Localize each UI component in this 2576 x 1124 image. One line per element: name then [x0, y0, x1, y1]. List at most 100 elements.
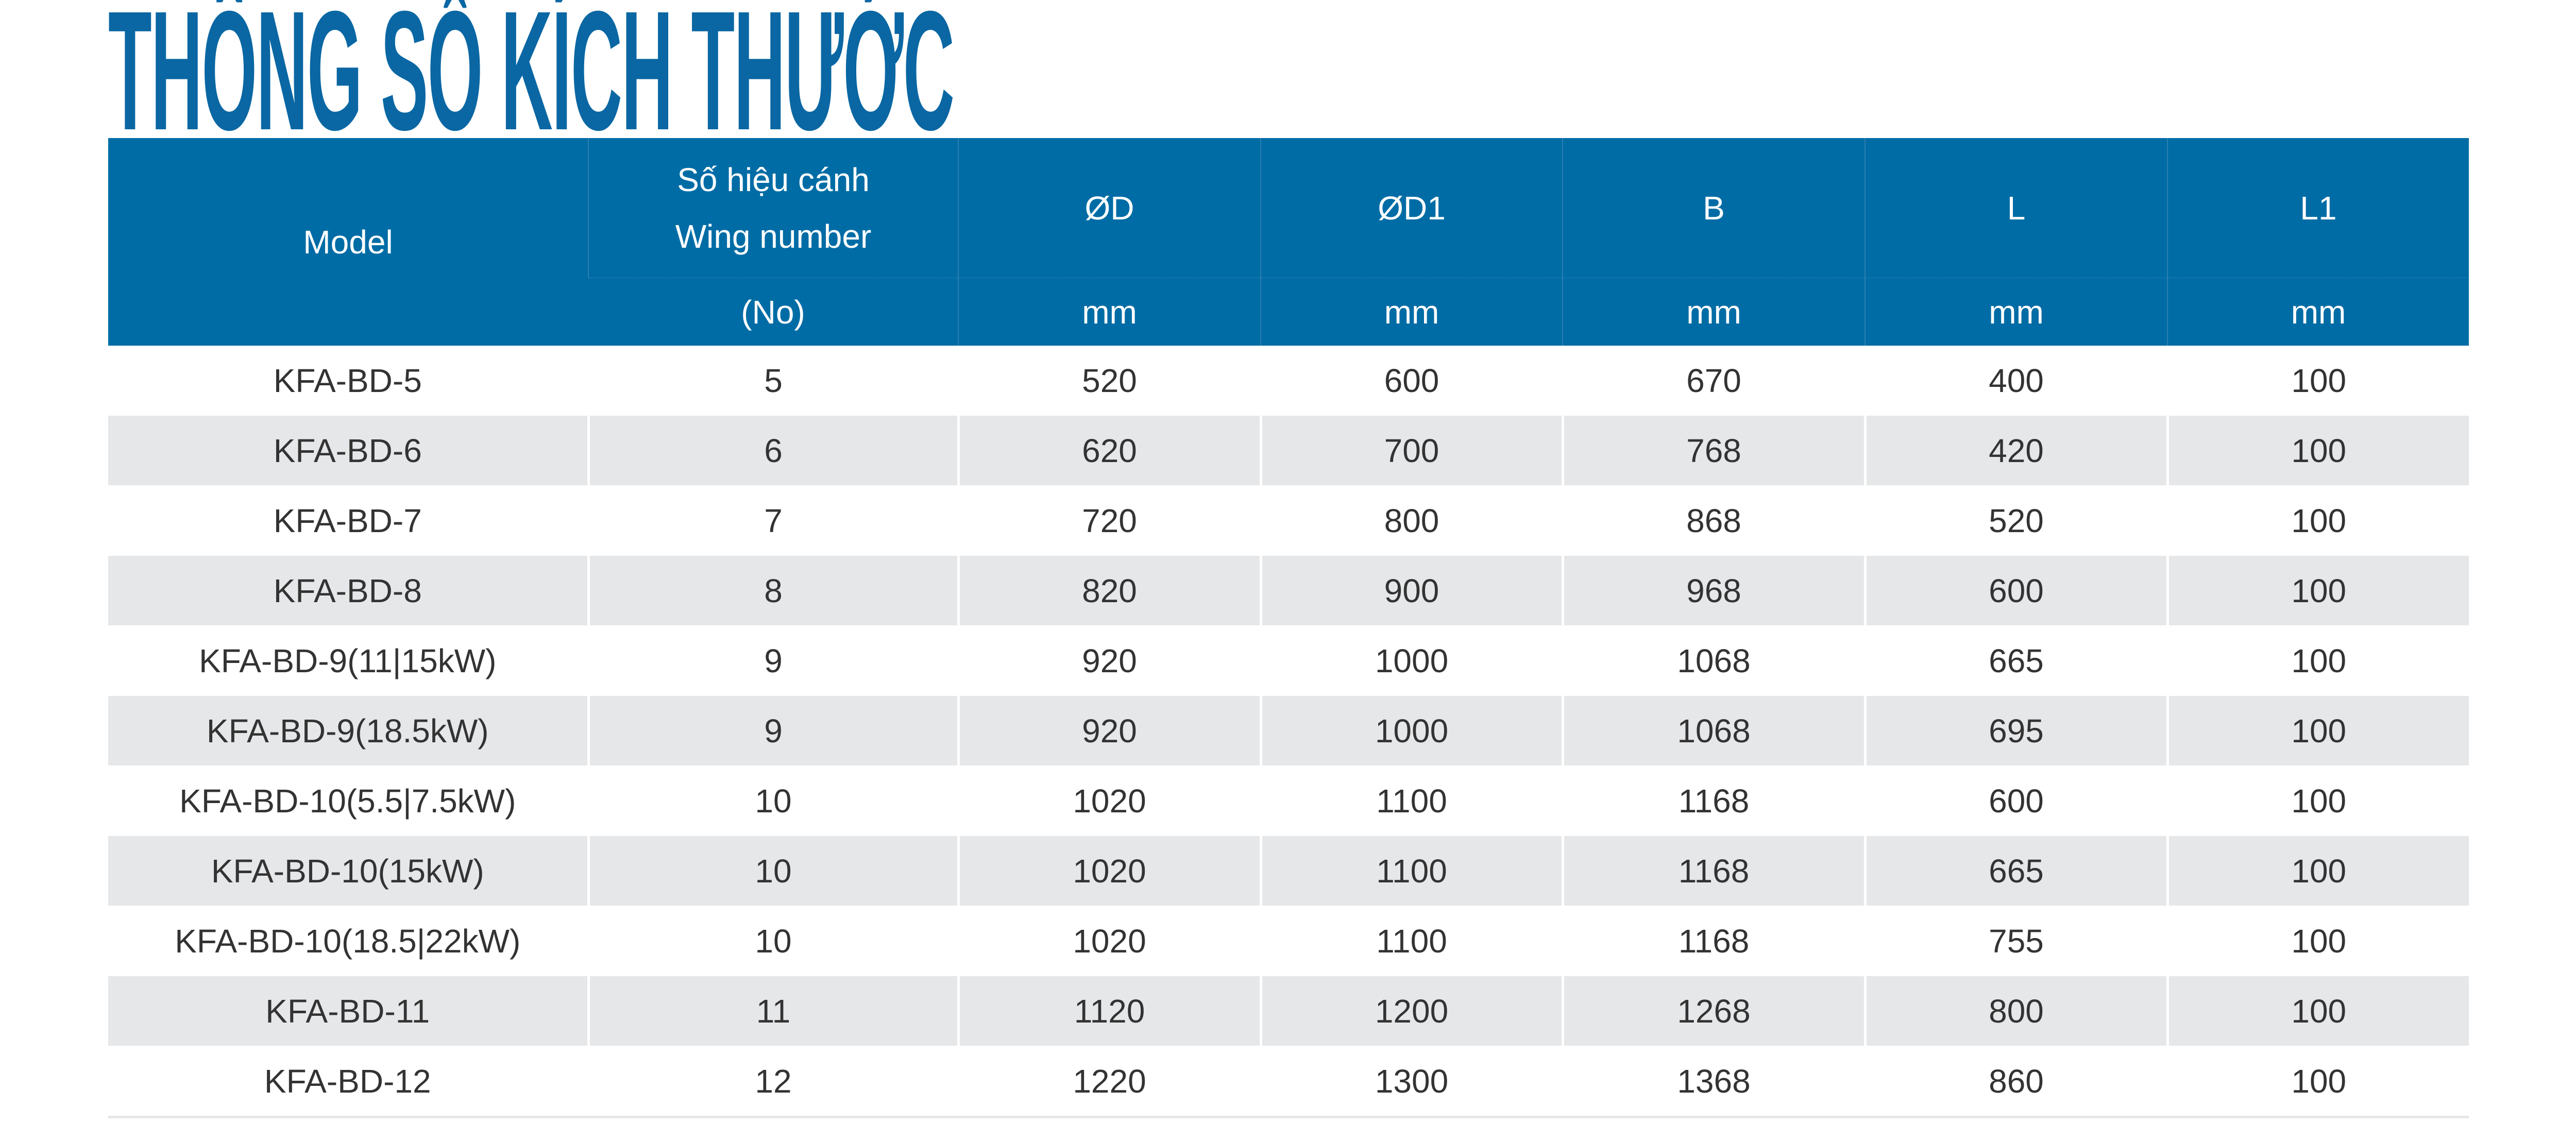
cell-d1: 1100	[1259, 906, 1563, 976]
cell-d1: 1000	[1259, 695, 1563, 766]
cell-l1: 100	[2166, 765, 2469, 836]
cell-wing-number: 9	[587, 625, 958, 696]
cell-wing-number: 12	[587, 1046, 958, 1118]
cell-model: KFA-BD-10(5.5|7.5kW)	[108, 765, 588, 836]
cell-l1: 100	[2166, 906, 2469, 976]
cell-b: 1268	[1561, 976, 1865, 1046]
header-unit-row: (No) mm mm mm mm mm	[108, 278, 2469, 346]
cell-b: 1068	[1561, 625, 1865, 696]
cell-l1: 100	[2166, 415, 2469, 486]
cell-model: KFA-BD-10(18.5|22kW)	[108, 906, 588, 976]
dimensions-table: Model Số hiệu cánh Wing number ØD ØD1 B …	[108, 138, 2469, 1118]
header-b: B	[1562, 138, 1865, 278]
cell-d: 1020	[957, 765, 1261, 836]
cell-d1: 700	[1259, 415, 1563, 486]
cell-l: 755	[1863, 906, 2167, 976]
header-unit-l1: mm	[2167, 278, 2469, 346]
header-unit-b: mm	[1562, 278, 1865, 346]
cell-d: 820	[957, 555, 1261, 626]
cell-wing-number: 6	[587, 415, 958, 486]
table-row: KFA-BD-11 11 1120 1200 1268 800 100	[108, 976, 2469, 1046]
cell-b: 1168	[1561, 765, 1865, 836]
cell-d: 920	[957, 625, 1261, 696]
cell-l1: 100	[2166, 625, 2469, 696]
table-row: KFA-BD-9(11|15kW) 9 920 1000 1068 665 100	[108, 625, 2469, 696]
cell-model: KFA-BD-7	[108, 485, 588, 556]
cell-model: KFA-BD-8	[108, 555, 588, 626]
header-unit-d1: mm	[1260, 278, 1563, 346]
cell-l: 860	[1863, 1046, 2167, 1118]
cell-l: 800	[1863, 976, 2167, 1046]
cell-d1: 1200	[1259, 976, 1563, 1046]
cell-model: KFA-BD-12	[108, 1046, 588, 1118]
header-l1: L1	[2167, 138, 2469, 278]
cell-l: 665	[1863, 836, 2167, 906]
cell-d: 720	[957, 485, 1261, 556]
cell-model: KFA-BD-6	[108, 415, 588, 486]
cell-l1: 100	[2166, 695, 2469, 766]
cell-d1: 900	[1259, 555, 1563, 626]
header-wing-number: Số hiệu cánh Wing number	[588, 138, 958, 278]
cell-d1: 1100	[1259, 836, 1563, 906]
cell-l: 400	[1863, 346, 2167, 416]
cell-d: 1120	[957, 976, 1261, 1046]
cell-b: 768	[1561, 415, 1865, 486]
table-row: KFA-BD-8 8 820 900 968 600 100	[108, 555, 2469, 626]
cell-wing-number: 10	[587, 836, 958, 906]
page-title: THÔNG SỐ KÍCH THƯỚC	[108, 0, 955, 165]
cell-l1: 100	[2166, 555, 2469, 626]
header-d1: ØD1	[1260, 138, 1563, 278]
header-d: ØD	[958, 138, 1261, 278]
cell-d1: 600	[1259, 346, 1563, 416]
cell-l: 520	[1863, 485, 2167, 556]
cell-d: 1020	[957, 906, 1261, 976]
table-row: KFA-BD-6 6 620 700 768 420 100	[108, 415, 2469, 486]
header-l: L	[1865, 138, 2167, 278]
cell-l: 600	[1863, 555, 2167, 626]
cell-d1: 1100	[1259, 765, 1563, 836]
cell-b: 1168	[1561, 906, 1865, 976]
cell-d: 1220	[957, 1046, 1261, 1118]
header-wing-en: Wing number	[675, 217, 872, 255]
table-row: KFA-BD-10(15kW) 10 1020 1100 1168 665 100	[108, 836, 2469, 906]
cell-d: 620	[957, 415, 1261, 486]
cell-model: KFA-BD-11	[108, 976, 588, 1046]
cell-l: 600	[1863, 765, 2167, 836]
cell-l: 695	[1863, 695, 2167, 766]
cell-b: 1168	[1561, 836, 1865, 906]
table-row: KFA-BD-10(5.5|7.5kW) 10 1020 1100 1168 600 100	[108, 765, 2469, 836]
table-row: KFA-BD-9(18.5kW) 9 920 1000 1068 695 100	[108, 695, 2469, 766]
cell-d1: 800	[1259, 485, 1563, 556]
cell-b: 968	[1561, 555, 1865, 626]
cell-l1: 100	[2166, 485, 2469, 556]
cell-wing-number: 5	[587, 346, 958, 416]
cell-l: 665	[1863, 625, 2167, 696]
cell-wing-number: 7	[587, 485, 958, 556]
cell-l1: 100	[2166, 976, 2469, 1046]
cell-wing-number: 9	[587, 695, 958, 766]
cell-b: 670	[1561, 346, 1865, 416]
cell-l1: 100	[2166, 836, 2469, 906]
cell-wing-number: 10	[587, 765, 958, 836]
table-row: KFA-BD-10(18.5|22kW) 10 1020 1100 1168 755 100	[108, 906, 2469, 976]
table-row: KFA-BD-7 7 720 800 868 520 100	[108, 485, 2469, 556]
cell-wing-number: 11	[587, 976, 958, 1046]
cell-b: 1068	[1561, 695, 1865, 766]
cell-d: 920	[957, 695, 1261, 766]
table-row: KFA-BD-12 12 1220 1300 1368 860 100	[108, 1046, 2469, 1118]
cell-b: 1368	[1561, 1046, 1865, 1118]
header-wing-vi: Số hiệu cánh	[677, 161, 870, 198]
cell-wing-number: 8	[587, 555, 958, 626]
cell-model: KFA-BD-5	[108, 346, 588, 416]
cell-d1: 1300	[1259, 1046, 1563, 1118]
cell-l: 420	[1863, 415, 2167, 486]
header-unit-d: mm	[958, 278, 1261, 346]
cell-d1: 1000	[1259, 625, 1563, 696]
cell-model: KFA-BD-10(15kW)	[108, 836, 588, 906]
header-row: Model Số hiệu cánh Wing number ØD ØD1 B …	[108, 138, 2469, 346]
cell-d: 520	[957, 346, 1261, 416]
cell-d: 1020	[957, 836, 1261, 906]
cell-wing-number: 10	[587, 906, 958, 976]
cell-model: KFA-BD-9(11|15kW)	[108, 625, 588, 696]
table-row: KFA-BD-5 5 520 600 670 400 100	[108, 346, 2469, 416]
